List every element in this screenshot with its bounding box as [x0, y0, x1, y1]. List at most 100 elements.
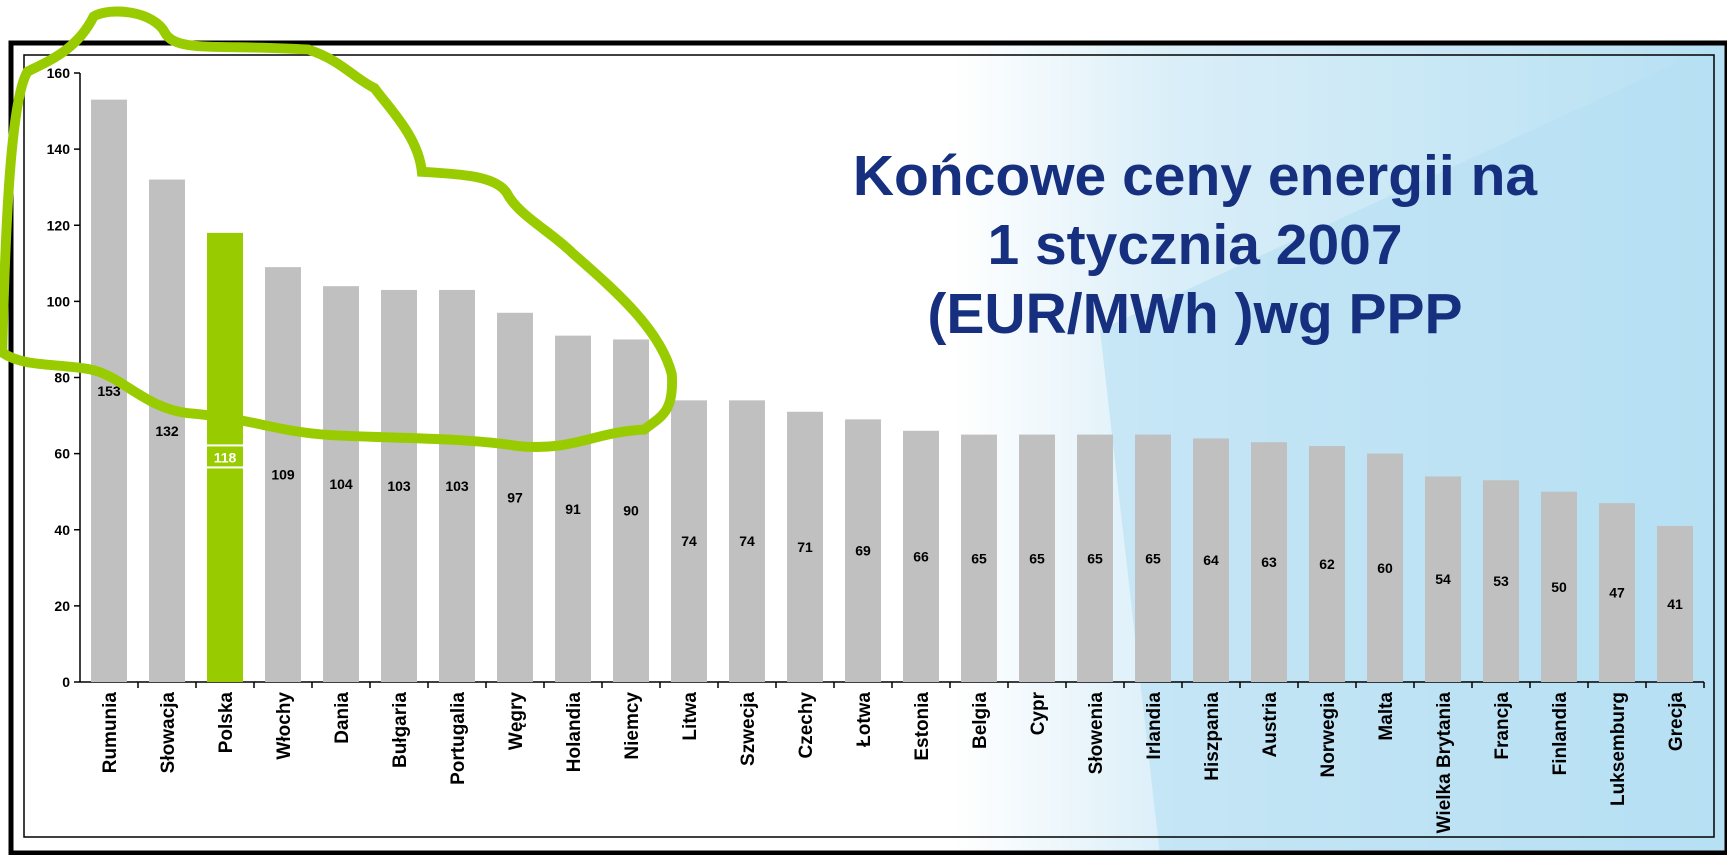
bar: [91, 99, 127, 683]
x-tick-label: Słowacja: [158, 692, 179, 774]
value-label: 66: [913, 548, 929, 564]
x-tick-label: Litwa: [680, 692, 701, 741]
y-tick-label: 160: [47, 65, 71, 81]
value-label: 97: [507, 489, 523, 505]
bar: [671, 400, 707, 682]
bar: [1657, 525, 1693, 682]
value-label: 65: [1145, 550, 1161, 566]
bar: [439, 289, 475, 682]
x-tick-label: Norwegia: [1318, 692, 1339, 778]
title-line: Końcowe ceny energii na: [853, 144, 1538, 208]
value-label: 104: [329, 476, 353, 492]
x-tick-label: Belgia: [970, 692, 991, 749]
inner-frame: [23, 54, 1715, 838]
x-tick-label: Luksemburg: [1608, 692, 1629, 806]
value-label: 103: [445, 478, 469, 494]
y-tick-label: 20: [54, 598, 70, 614]
bar: [149, 179, 185, 682]
y-tick-label: 40: [54, 522, 70, 538]
x-tick-label: Łotwa: [854, 692, 875, 747]
bar: [323, 286, 359, 682]
y-tick-label: 0: [62, 674, 70, 690]
value-label: 65: [1087, 550, 1103, 566]
value-label: 90: [623, 503, 639, 519]
value-label: 103: [387, 478, 411, 494]
y-tick-label: 100: [47, 293, 71, 309]
x-tick-label: Estonia: [912, 692, 933, 761]
value-label: 74: [739, 533, 755, 549]
frame: [8, 40, 1727, 856]
value-label: 60: [1377, 560, 1393, 576]
value-label: 65: [1029, 550, 1045, 566]
y-tick-label: 120: [47, 217, 71, 233]
bar: [1483, 480, 1519, 682]
value-label: 153: [97, 383, 121, 399]
bar: [1193, 438, 1229, 682]
y-tick-label: 140: [47, 141, 71, 157]
bar: [497, 312, 533, 682]
bar: [845, 419, 881, 682]
x-tick-label: Czechy: [796, 692, 817, 759]
bar: [961, 434, 997, 682]
value-label: 132: [155, 423, 179, 439]
bar: [1541, 491, 1577, 682]
bar: [1425, 476, 1461, 682]
x-tick-label: Dania: [332, 692, 353, 744]
value-label: 71: [797, 539, 813, 555]
x-tick-label: Grecja: [1666, 692, 1687, 752]
x-tick-label: Cypr: [1028, 691, 1049, 735]
x-tick-label: Holandia: [564, 692, 585, 773]
value-label-box: [205, 444, 245, 469]
title-line: (EUR/MWh )wg PPP: [927, 282, 1462, 346]
bar: [555, 335, 591, 682]
value-label: 65: [971, 550, 987, 566]
value-label: 53: [1493, 573, 1509, 589]
bar: [729, 400, 765, 682]
value-label: 64: [1203, 552, 1219, 568]
value-label: 47: [1609, 585, 1625, 601]
value-label: 74: [681, 533, 697, 549]
bar: [1367, 453, 1403, 682]
x-tick-label: Rumunia: [100, 692, 121, 774]
bar: [613, 339, 649, 682]
x-tick-label: Finlandia: [1550, 692, 1571, 776]
bar: [1251, 442, 1287, 682]
x-tick-label: Szwecja: [738, 692, 759, 766]
x-tick-label: Włochy: [274, 692, 295, 760]
bar: [903, 430, 939, 682]
title-line: 1 stycznia 2007: [987, 213, 1402, 277]
x-tick-label: Węgry: [506, 692, 527, 751]
x-tick-label: Francja: [1492, 692, 1513, 760]
title: Końcowe ceny energii na 1 stycznia 2007 …: [853, 144, 1538, 346]
value-label: 118: [214, 449, 237, 465]
x-tick-label: Wielka Brytania: [1434, 692, 1455, 834]
value-label: 41: [1667, 596, 1683, 612]
bar: [381, 289, 417, 682]
x-tick-label: Hiszpania: [1202, 692, 1223, 781]
highlight-loop: [0, 6, 677, 452]
value-label: 63: [1261, 554, 1277, 570]
bar: [1077, 434, 1113, 682]
value-label: 91: [565, 501, 581, 517]
x-tick-label: Polska: [216, 692, 237, 754]
x-tick-label: Malta: [1376, 692, 1397, 741]
x-tick-label: Austria: [1260, 692, 1281, 758]
bar: [1599, 503, 1635, 682]
x-tick-label: Niemcy: [622, 692, 643, 760]
bar: [1135, 434, 1171, 682]
annotation: [0, 6, 677, 452]
value-label: 109: [271, 467, 295, 483]
bar: [265, 267, 301, 682]
value-label: 62: [1319, 556, 1335, 572]
x-tick-label: Portugalia: [448, 692, 469, 785]
x-tick-label: Słowenia: [1086, 692, 1107, 775]
x-tick-label: Bułgaria: [390, 692, 411, 768]
plot: 0 20 40 60 80 100 120 140 160 Rumunia 153 Słowacja 1…: [47, 65, 1705, 834]
value-label: 69: [855, 543, 871, 559]
value-label: 54: [1435, 571, 1451, 587]
value-label: 50: [1551, 579, 1567, 595]
bar: [787, 411, 823, 682]
y-tick-label: 60: [54, 446, 70, 462]
y-tick-label: 80: [54, 370, 70, 386]
